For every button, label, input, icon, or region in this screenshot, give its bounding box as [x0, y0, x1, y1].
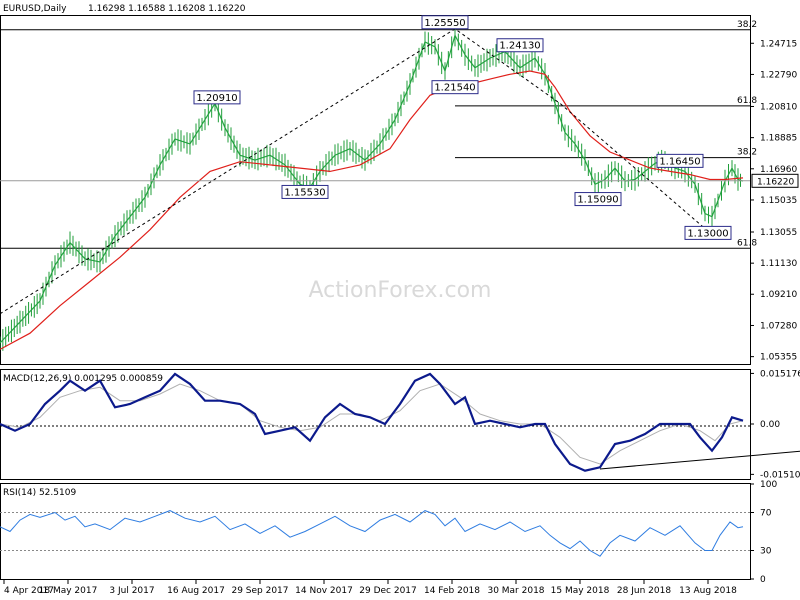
- price-annotation-label: 1.24130: [499, 41, 540, 52]
- price-tick-label: 1.15035: [760, 196, 797, 206]
- macd-pane-frame: [0, 369, 751, 480]
- x-tick-label: 3 Jul 2017: [109, 586, 154, 596]
- price-annotation-label: 1.25550: [424, 18, 465, 29]
- rsi-tick-label: 0: [760, 575, 766, 585]
- price-annotation-label: 1.13000: [687, 228, 728, 239]
- price-tick-label: 1.20810: [760, 102, 797, 112]
- price-y-axis: 1.24715 1.22790 1.20810 1.18885 1.16960 1.150…: [750, 39, 797, 363]
- price-annotation-box: [496, 38, 544, 53]
- current-price-box: [751, 173, 799, 188]
- price-annotation-box: [421, 15, 469, 30]
- price-tick-label: 1.13055: [760, 228, 797, 238]
- ohlc-values: 1.16298 1.16588 1.16208 1.16220: [88, 4, 246, 14]
- rsi-levels: [0, 512, 750, 551]
- x-tick-label: 30 Mar 2018: [487, 586, 544, 596]
- price-annotation-label: 1.16450: [659, 156, 700, 167]
- x-tick-label: 4 Apr 2017: [4, 586, 54, 596]
- price-annotation-label: 1.15530: [284, 187, 325, 198]
- x-tick-label: 29 Sep 2017: [231, 586, 288, 596]
- rsi-series: [0, 510, 744, 557]
- rsi-tick-label: 100: [760, 480, 777, 490]
- price-pane: ActionForex.com EURUSD,Daily 1.16298 1.1…: [0, 4, 799, 365]
- price-tick-label: 1.18885: [760, 134, 797, 144]
- price-annotations: 1.25550 1.20910 1.24130 1.21540 1.15530 1.164…: [193, 15, 732, 240]
- fib-level-label: 61.8: [737, 238, 757, 248]
- price-annotation-label: 1.21540: [434, 83, 475, 94]
- trendline: [0, 28, 711, 315]
- price-annotation-box: [431, 80, 479, 95]
- rsi-pane-frame: [0, 483, 751, 580]
- price-tick-label: 1.24715: [760, 39, 797, 49]
- macd-tick-label: -0.015109: [760, 470, 800, 480]
- price-annotation-label: 1.20910: [196, 93, 237, 104]
- x-tick-label: 16 Aug 2017: [167, 586, 225, 596]
- price-annotation-box: [193, 90, 241, 105]
- price-annotation-box: [684, 225, 732, 240]
- macd-y-axis: 0.015176 0.00 -0.015109: [750, 369, 800, 480]
- rsi-pane: RSI(14) 52.5109 100 70 30 0: [0, 480, 777, 585]
- price-tick-label: 1.05355: [760, 353, 797, 363]
- fib-level-label: 38.2: [737, 20, 757, 30]
- macd-tick-label: 0.015176: [760, 369, 800, 379]
- fib-level-label: 61.8: [737, 96, 757, 106]
- price-annotation-box: [281, 184, 329, 199]
- x-tick-label: 18 May 2017: [39, 586, 98, 596]
- rsi-y-axis: 100 70 30 0: [750, 480, 777, 585]
- rsi-tick-label: 70: [760, 509, 772, 519]
- rsi-tick-label: 30: [760, 547, 772, 557]
- symbol-label: EURUSD,Daily: [3, 4, 67, 14]
- price-tick-label: 1.16960: [760, 165, 797, 175]
- price-annotation-box: [574, 192, 622, 207]
- macd-title: MACD(12,26,9) 0.001295 0.000859: [3, 374, 163, 384]
- fib-level-label: 38.2: [737, 148, 757, 158]
- fib-levels: 38.2 61.8 38.2 61.8: [0, 20, 757, 249]
- price-tick-label: 1.09210: [760, 290, 797, 300]
- price-annotation-box: [656, 153, 704, 168]
- macd-tick-label: 0.00: [760, 420, 780, 430]
- price-annotation-label: 1.15090: [577, 195, 618, 206]
- watermark: ActionForex.com: [309, 278, 492, 303]
- macd-trendline: [599, 450, 800, 470]
- x-tick-label: 15 May 2018: [551, 586, 610, 596]
- x-tick-label: 29 Dec 2017: [359, 586, 417, 596]
- price-tick-label: 1.22790: [760, 70, 797, 80]
- x-tick-label: 13 Aug 2018: [679, 586, 737, 596]
- rsi-title: RSI(14) 52.5109: [3, 488, 76, 498]
- x-tick-label: 14 Feb 2018: [424, 586, 480, 596]
- current-price-label: 1.16220: [757, 177, 794, 187]
- macd-pane: MACD(12,26,9) 0.001295 0.000859 0.015176…: [0, 369, 800, 480]
- price-tick-label: 1.11130: [760, 259, 797, 269]
- macd-line: [0, 372, 744, 472]
- current-price-marker: 1.16220: [751, 173, 799, 188]
- rsi-line: [0, 510, 744, 557]
- x-tick-label: 14 Nov 2017: [295, 586, 353, 596]
- price-series: [0, 24, 750, 351]
- price-pane-frame: [0, 15, 751, 365]
- x-tick-label: 28 Jun 2018: [617, 586, 671, 596]
- macd-series: [0, 372, 800, 472]
- price-tick-label: 1.07280: [760, 321, 797, 331]
